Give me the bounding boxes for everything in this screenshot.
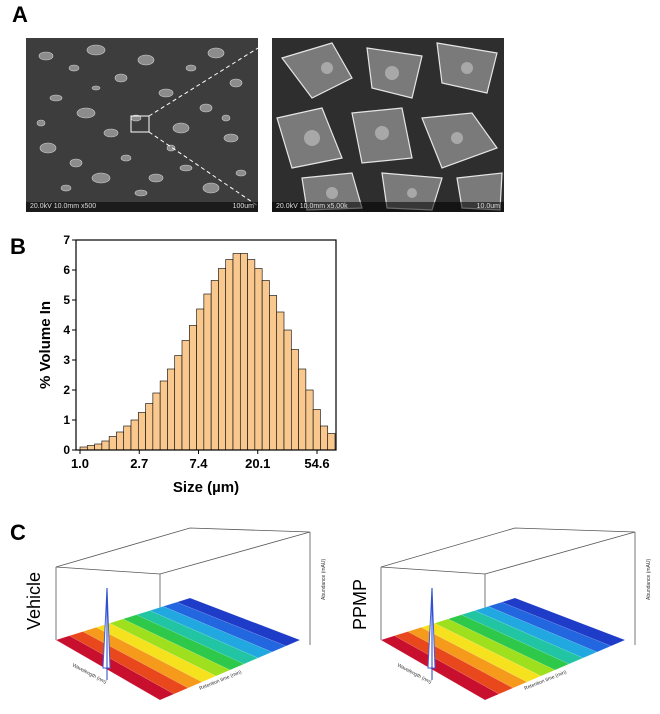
histogram-bar [174, 355, 183, 451]
chromatogram-x-axis-label: Wavelength (nm) [71, 662, 108, 685]
x-tick-label: 2.7 [130, 456, 148, 471]
sem-info-bar-low: 20.0kV 10.0mm x500 100um [26, 202, 258, 212]
histogram-bar [181, 340, 190, 451]
chromatogram-label-vehicle: Vehicle [24, 571, 44, 630]
chromatogram-surface-band [68, 631, 189, 695]
chromatogram-surface-band [176, 597, 301, 647]
sem-image-high-magnification: 20.0kV 10.0mm x5.00k 10.0um [272, 38, 504, 212]
sem-scale-high: 10.0um [476, 203, 500, 210]
y-tick-label: 7 [63, 233, 70, 247]
y-tick-label: 6 [63, 263, 70, 277]
histogram-bar [79, 446, 88, 451]
chromatogram-surface-band [407, 627, 528, 689]
chromatogram-surface-band [149, 606, 273, 659]
histogram-bar [152, 392, 161, 451]
histogram-bar [305, 389, 314, 451]
chromatogram-surface-band [474, 606, 598, 659]
y-tick-label: 3 [63, 353, 70, 367]
y-tick-label: 1 [63, 413, 70, 427]
histogram-bar [269, 295, 278, 451]
y-tick-label: 0 [63, 443, 70, 457]
x-tick-label: 7.4 [189, 456, 208, 471]
histogram-bar [116, 431, 125, 451]
sem-particles-low [26, 38, 258, 212]
chromatogram-z-axis-label: Abundance (mAU) [646, 559, 652, 600]
histogram-frame [75, 239, 337, 451]
histogram-bar [167, 368, 176, 451]
histogram-bar [145, 403, 154, 451]
histogram-bar [130, 419, 139, 451]
histogram-bar [159, 380, 168, 451]
chromatogram-peak [102, 587, 111, 669]
panel-letter-c: C [10, 520, 26, 545]
histogram-bar [298, 368, 307, 451]
chromatogram-surface-band [122, 614, 245, 671]
histogram-bar [137, 412, 146, 451]
histogram-bar [225, 259, 234, 451]
y-tick-label: 5 [63, 293, 70, 307]
histogram-bar [86, 445, 95, 451]
histogram-x-axis-label: Size (µm) [173, 479, 239, 496]
sem-scale-low: 100um [232, 203, 254, 210]
chromatogram-surface-band [420, 622, 542, 683]
chromatogram-peak [427, 587, 436, 669]
chromatogram-surface-band [460, 610, 584, 665]
sem-particles-high [272, 38, 504, 212]
chromatogram-surface-band [487, 601, 612, 653]
histogram-bar [101, 440, 110, 451]
chromatogram-z-axis-label: Abundance (mAU) [321, 559, 327, 600]
x-tick-label: 1.0 [71, 456, 89, 471]
chromatogram-surface-band [380, 635, 500, 701]
chromatogram-surface-band [393, 631, 514, 695]
histogram-bar [94, 443, 103, 451]
chromatogram-box-top [55, 527, 311, 575]
y-tick-label: 4 [63, 323, 70, 337]
histogram-bar [254, 268, 263, 451]
chromatogram-box-top [380, 527, 636, 575]
panel-letter-a: A [12, 2, 28, 27]
histogram-bar [312, 409, 321, 451]
x-tick-label: 54.6 [304, 456, 329, 471]
chromatogram-label-ppmp: PPMP [350, 578, 370, 630]
chromatogram-x-axis-label: Wavelength (nm) [396, 662, 433, 685]
histogram-bar [188, 325, 197, 451]
histogram-bar [283, 329, 292, 451]
chromatogram-vehicle: Abundance (mAU) Retention time (min) Wavel… [55, 527, 327, 701]
chromatogram-surface-band [434, 618, 556, 677]
y-tick-label: 2 [63, 383, 70, 397]
chromatogram-ppmp: Abundance (mAU) Retention time (min) Wavel… [380, 527, 652, 701]
histogram-bar [239, 253, 248, 451]
sem-image-low-magnification: 20.0kV 10.0mm x500 100um [26, 38, 258, 212]
chromatogram-surface-band [109, 618, 231, 677]
histogram-y-axis-label: % Volume In [37, 301, 54, 389]
histogram-bar [210, 280, 219, 451]
chromatogram-surface-band [95, 622, 217, 683]
chromatogram-y-axis-label: Retention time (min) [199, 669, 243, 692]
histogram-bar [218, 268, 227, 451]
chromatogram-surface-band [135, 610, 259, 665]
sem-info-high: 20.0kV 10.0mm x5.00k [276, 203, 348, 210]
histogram-bar [247, 259, 256, 451]
chromatogram-surface-band [501, 597, 626, 647]
x-tick-label: 20.1 [245, 456, 270, 471]
chromatogram-surface-band [55, 635, 175, 701]
histogram-bar [261, 280, 270, 451]
chromatogram-surface-band [162, 601, 287, 653]
histogram-bar [123, 425, 132, 451]
chromatogram-surface-band [447, 614, 570, 671]
chromatogram-surface-band [82, 627, 203, 689]
histogram-bar [276, 311, 285, 451]
chromatogram-y-axis-label: Retention time (min) [524, 669, 568, 692]
sem-info-low: 20.0kV 10.0mm x500 [30, 203, 97, 210]
histogram-bar [320, 425, 329, 451]
histogram-bar [290, 349, 299, 451]
histogram-bar [203, 293, 212, 451]
histogram-bar [232, 253, 241, 451]
panel-letter-b: B [10, 234, 26, 259]
histogram-bar [196, 308, 205, 451]
sem-info-bar-high: 20.0kV 10.0mm x5.00k 10.0um [272, 202, 504, 212]
histogram-bar [327, 433, 336, 451]
histogram-bar [108, 436, 117, 451]
